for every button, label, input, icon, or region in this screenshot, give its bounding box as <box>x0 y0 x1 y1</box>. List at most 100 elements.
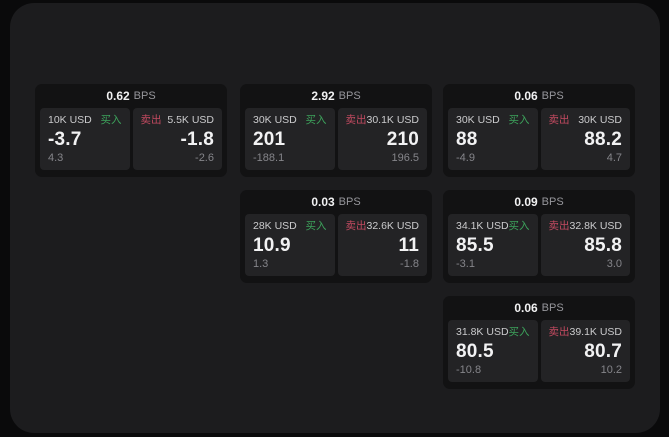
sell-panel[interactable]: 卖出 30K USD 88.2 4.7 <box>540 108 630 170</box>
buy-side-label: 买入 <box>508 326 530 338</box>
buy-price: 88 <box>456 129 478 150</box>
quote-card: 0.03 BPS 28K USD 买入 10.9 1.3 卖出 32.6K US… <box>240 190 432 283</box>
buy-price: 10.9 <box>253 235 291 256</box>
sell-amount: 39.1K USD <box>569 326 623 338</box>
sell-side-label: 卖出 <box>345 220 367 232</box>
sell-side-label: 卖出 <box>345 114 367 126</box>
quote-panels: 28K USD 买入 10.9 1.3 卖出 32.6K USD 11 -1.8 <box>240 214 432 276</box>
buy-sub-value: 1.3 <box>253 258 269 270</box>
buy-side-label: 买入 <box>100 114 122 126</box>
buy-top-row: 34.1K USD 买入 <box>456 221 530 232</box>
bps-unit-label: BPS <box>541 90 564 102</box>
sell-price: 11 <box>398 235 419 256</box>
buy-panel[interactable]: 31.8K USD 买入 80.5 -10.8 <box>448 320 538 382</box>
sell-amount: 30K USD <box>578 114 622 126</box>
spread-header: 0.03 BPS <box>240 190 432 214</box>
spread-value: 0.62 <box>106 89 130 103</box>
spread-value: 0.06 <box>514 301 538 315</box>
spread-header: 0.06 BPS <box>443 84 635 108</box>
spread-value: 0.06 <box>514 89 538 103</box>
buy-side-label: 买入 <box>508 114 530 126</box>
spread-header: 0.06 BPS <box>443 296 635 320</box>
bps-unit-label: BPS <box>541 196 564 208</box>
sell-sub-value: 196.5 <box>391 152 419 164</box>
sell-panel[interactable]: 卖出 32.6K USD 11 -1.8 <box>337 214 427 276</box>
buy-price: 201 <box>253 129 286 150</box>
sell-amount: 32.6K USD <box>366 220 420 232</box>
spread-value: 0.03 <box>311 195 335 209</box>
sell-top-row: 卖出 32.8K USD <box>549 221 623 232</box>
buy-panel[interactable]: 34.1K USD 买入 85.5 -3.1 <box>448 214 538 276</box>
buy-price: 80.5 <box>456 341 494 362</box>
sell-top-row: 卖出 5.5K USD <box>141 115 215 126</box>
buy-side-label: 买入 <box>508 220 530 232</box>
buy-amount: 34.1K USD <box>456 220 509 232</box>
spread-value: 2.92 <box>311 89 335 103</box>
sell-sub-value: 10.2 <box>600 364 622 376</box>
bps-unit-label: BPS <box>338 196 361 208</box>
quote-card: 0.09 BPS 34.1K USD 买入 85.5 -3.1 卖出 32.8K… <box>443 190 635 283</box>
buy-amount: 10K USD <box>48 114 92 126</box>
sell-amount: 30.1K USD <box>366 114 420 126</box>
quote-panels: 31.8K USD 买入 80.5 -10.8 卖出 39.1K USD 80.… <box>443 320 635 382</box>
spread-header: 0.09 BPS <box>443 190 635 214</box>
sell-side-label: 卖出 <box>548 114 570 126</box>
quote-card: 0.06 BPS 31.8K USD 买入 80.5 -10.8 卖出 39.1… <box>443 296 635 389</box>
buy-sub-value: -4.9 <box>456 152 475 164</box>
buy-amount: 28K USD <box>253 220 297 232</box>
sell-amount: 32.8K USD <box>569 220 623 232</box>
sell-panel[interactable]: 卖出 39.1K USD 80.7 10.2 <box>540 320 630 382</box>
quote-panels: 30K USD 买入 88 -4.9 卖出 30K USD 88.2 4.7 <box>443 108 635 170</box>
buy-top-row: 10K USD 买入 <box>48 115 122 126</box>
sell-side-label: 卖出 <box>140 114 162 126</box>
sell-sub-value: -2.6 <box>195 152 214 164</box>
buy-panel[interactable]: 30K USD 买入 88 -4.9 <box>448 108 538 170</box>
bps-unit-label: BPS <box>541 302 564 314</box>
sell-amount: 5.5K USD <box>167 114 214 126</box>
quote-card: 2.92 BPS 30K USD 买入 201 -188.1 卖出 30.1K … <box>240 84 432 177</box>
quote-panels: 34.1K USD 买入 85.5 -3.1 卖出 32.8K USD 85.8… <box>443 214 635 276</box>
buy-amount: 31.8K USD <box>456 326 509 338</box>
sell-side-label: 卖出 <box>548 326 570 338</box>
buy-side-label: 买入 <box>305 114 327 126</box>
sell-price: 80.7 <box>584 341 622 362</box>
sell-top-row: 卖出 32.6K USD <box>346 221 420 232</box>
quote-panels: 10K USD 买入 -3.7 4.3 卖出 5.5K USD -1.8 -2.… <box>35 108 227 170</box>
sell-price: 85.8 <box>584 235 622 256</box>
buy-sub-value: -3.1 <box>456 258 475 270</box>
spread-header: 0.62 BPS <box>35 84 227 108</box>
bps-unit-label: BPS <box>133 90 156 102</box>
sell-price: -1.8 <box>180 129 214 150</box>
sell-panel[interactable]: 卖出 5.5K USD -1.8 -2.6 <box>132 108 222 170</box>
buy-panel[interactable]: 30K USD 买入 201 -188.1 <box>245 108 335 170</box>
buy-sub-value: -188.1 <box>253 152 285 164</box>
buy-top-row: 28K USD 买入 <box>253 221 327 232</box>
buy-sub-value: -10.8 <box>456 364 482 376</box>
sell-panel[interactable]: 卖出 32.8K USD 85.8 3.0 <box>540 214 630 276</box>
buy-top-row: 30K USD 买入 <box>253 115 327 126</box>
buy-side-label: 买入 <box>305 220 327 232</box>
buy-amount: 30K USD <box>456 114 500 126</box>
sell-sub-value: 4.7 <box>606 152 622 164</box>
quote-panels: 30K USD 买入 201 -188.1 卖出 30.1K USD 210 1… <box>240 108 432 170</box>
sell-sub-value: 3.0 <box>606 258 622 270</box>
sell-sub-value: -1.8 <box>400 258 419 270</box>
quote-card: 0.06 BPS 30K USD 买入 88 -4.9 卖出 30K USD 8… <box>443 84 635 177</box>
buy-top-row: 30K USD 买入 <box>456 115 530 126</box>
buy-sub-value: 4.3 <box>48 152 64 164</box>
sell-panel[interactable]: 卖出 30.1K USD 210 196.5 <box>337 108 427 170</box>
bps-unit-label: BPS <box>338 90 361 102</box>
spread-header: 2.92 BPS <box>240 84 432 108</box>
buy-amount: 30K USD <box>253 114 297 126</box>
sell-price: 88.2 <box>584 129 622 150</box>
buy-panel[interactable]: 10K USD 买入 -3.7 4.3 <box>40 108 130 170</box>
sell-top-row: 卖出 30K USD <box>549 115 623 126</box>
buy-price: 85.5 <box>456 235 494 256</box>
quote-card: 0.62 BPS 10K USD 买入 -3.7 4.3 卖出 5.5K USD… <box>35 84 227 177</box>
buy-top-row: 31.8K USD 买入 <box>456 327 530 338</box>
buy-price: -3.7 <box>48 129 82 150</box>
sell-side-label: 卖出 <box>548 220 570 232</box>
sell-price: 210 <box>386 129 419 150</box>
buy-panel[interactable]: 28K USD 买入 10.9 1.3 <box>245 214 335 276</box>
